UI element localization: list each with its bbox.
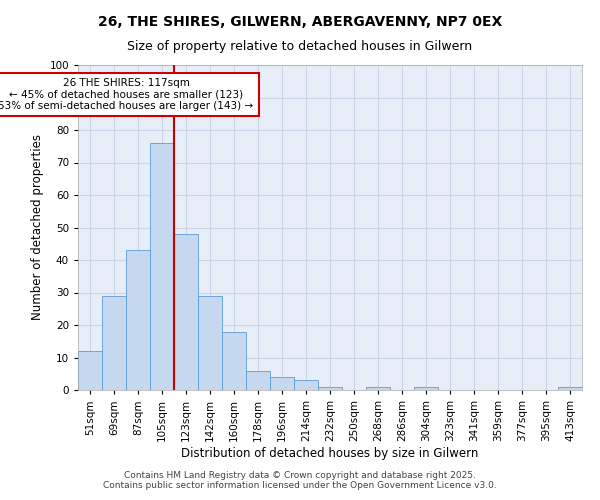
Bar <box>150 143 174 390</box>
Bar <box>366 387 390 390</box>
Bar <box>126 250 150 390</box>
Text: Size of property relative to detached houses in Gilwern: Size of property relative to detached ho… <box>127 40 473 53</box>
Bar <box>102 296 126 390</box>
Text: Contains HM Land Registry data © Crown copyright and database right 2025.
Contai: Contains HM Land Registry data © Crown c… <box>103 470 497 490</box>
Bar <box>78 351 102 390</box>
Bar <box>414 387 438 390</box>
Text: 26 THE SHIRES: 117sqm
← 45% of detached houses are smaller (123)
53% of semi-det: 26 THE SHIRES: 117sqm ← 45% of detached … <box>0 78 254 111</box>
Bar <box>174 234 198 390</box>
X-axis label: Distribution of detached houses by size in Gilwern: Distribution of detached houses by size … <box>181 446 479 460</box>
Bar <box>222 332 246 390</box>
Bar <box>294 380 318 390</box>
Bar <box>246 370 270 390</box>
Bar <box>198 296 222 390</box>
Bar <box>270 377 294 390</box>
Text: 26, THE SHIRES, GILWERN, ABERGAVENNY, NP7 0EX: 26, THE SHIRES, GILWERN, ABERGAVENNY, NP… <box>98 15 502 29</box>
Bar <box>558 387 582 390</box>
Y-axis label: Number of detached properties: Number of detached properties <box>31 134 44 320</box>
Bar <box>318 387 342 390</box>
